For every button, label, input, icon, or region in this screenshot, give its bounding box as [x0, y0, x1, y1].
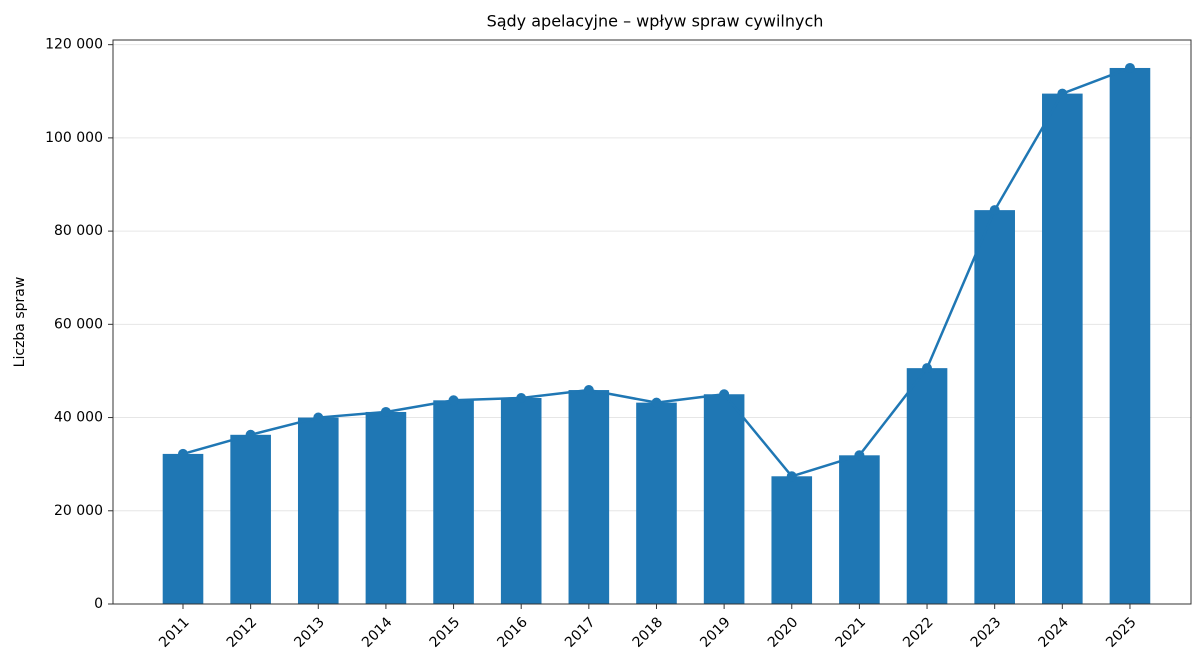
- point: [651, 397, 662, 408]
- point: [245, 429, 256, 440]
- point: [516, 392, 527, 403]
- x-tick-label: 2025: [1103, 614, 1140, 651]
- bar: [771, 476, 813, 604]
- point: [989, 205, 1000, 216]
- x-tick-label: 2023: [968, 614, 1005, 651]
- y-tick-label: 20 000: [54, 503, 103, 519]
- x-tick-label: 2021: [833, 614, 870, 651]
- bar: [839, 455, 880, 604]
- point: [786, 471, 797, 482]
- bar: [1042, 93, 1083, 604]
- bar: [230, 434, 271, 604]
- bar: [568, 390, 610, 604]
- point: [1057, 88, 1068, 99]
- point: [313, 412, 324, 423]
- bar: [974, 210, 1015, 604]
- bar: [500, 397, 542, 604]
- x-tick-label: 2020: [765, 614, 802, 651]
- bar: [433, 400, 474, 604]
- point: [380, 406, 391, 417]
- y-tick-label: 120 000: [45, 37, 103, 53]
- point: [719, 389, 730, 400]
- x-tick-label: 2022: [900, 614, 937, 651]
- x-tick-label: 2012: [224, 614, 261, 651]
- bar: [297, 417, 339, 604]
- x-tick-label: 2015: [427, 614, 464, 651]
- y-tick-label: 100 000: [45, 130, 103, 146]
- x-tick-label: 2016: [494, 614, 531, 651]
- chart-title: Sądy apelacyjne – wpływ spraw cywilnych: [487, 12, 824, 31]
- x-tick-label: 2018: [630, 614, 667, 651]
- y-tick-label: 80 000: [54, 223, 103, 239]
- point: [1124, 62, 1135, 73]
- point: [922, 363, 933, 374]
- bar: [1109, 67, 1151, 605]
- y-tick-label: 40 000: [54, 410, 103, 426]
- y-tick-label: 0: [94, 596, 103, 612]
- x-tick-label: 2017: [562, 614, 599, 651]
- bar: [906, 368, 948, 604]
- x-tick-label: 2011: [156, 614, 193, 651]
- y-tick-label: 60 000: [54, 316, 103, 332]
- axis-frame: [112, 39, 1192, 605]
- bar: [703, 394, 745, 604]
- bar: [636, 402, 677, 604]
- bar: [365, 411, 407, 604]
- x-tick-label: 2024: [1035, 614, 1072, 651]
- point: [583, 385, 594, 396]
- x-tick-label: 2014: [359, 614, 396, 651]
- point: [854, 450, 865, 461]
- point: [178, 448, 188, 459]
- x-tick-label: 2019: [697, 614, 734, 651]
- bar: [162, 453, 204, 604]
- y-axis-label: Liczba spraw: [12, 277, 28, 368]
- x-tick-label: 2013: [291, 614, 328, 651]
- point: [448, 395, 459, 406]
